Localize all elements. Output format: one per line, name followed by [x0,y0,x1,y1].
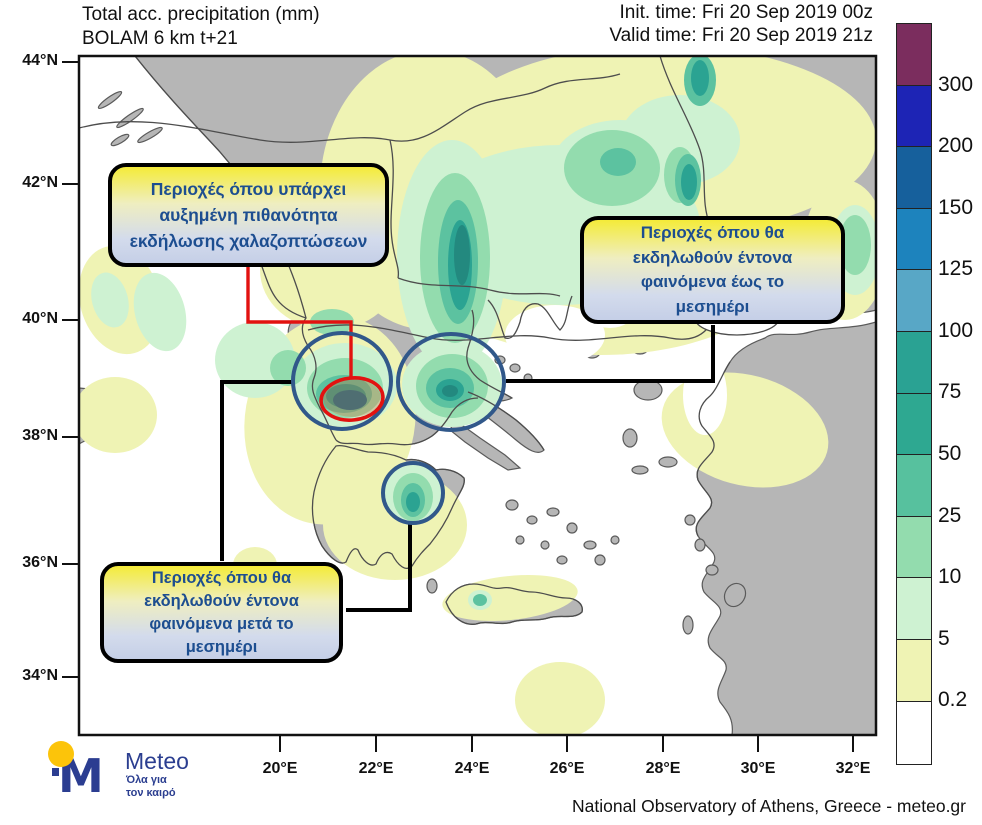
callout-line: εκδήλωσης χαλαζοπτώσεων [129,231,368,251]
logo-tagline-1: Όλα για [126,774,167,786]
lon-label-28e: 28°E [645,760,681,777]
callout-line: εκδηλωθούν έντονα [144,591,299,610]
connector-afternoon-west [220,380,295,561]
country-borders [79,56,751,341]
colorbar-segment [897,85,931,148]
colorbar-segment [897,208,931,271]
highlight-circle-nw [291,331,393,431]
callout-line: Περιοχές όπου θα [151,568,292,587]
callout-severe-until-noon: Περιοχές όπου θα εκδηλωθούν έντονα φαινό… [580,216,845,324]
hail-ellipse-red [319,376,385,422]
callout-hail-risk: Περιοχές όπου υπάρχει αυξημένη πιθανότητ… [108,163,389,267]
lon-label-32e: 32°E [835,760,871,777]
callout-severe-after-noon: Περιοχές όπου θα εκδηλωθούν έντονα φαινό… [100,562,343,663]
lat-label-42n: 42°N [22,174,58,191]
colorbar-label-125: 125 [938,257,974,280]
connector-afternoon-south [346,524,412,612]
lat-label-40n: 40°N [22,310,58,327]
meteo-logo-mark: M [48,741,104,803]
lon-label-26e: 26°E [549,760,585,777]
logo-tagline-2: τον καιρό [126,787,176,799]
lon-label-20e: 20°E [262,760,298,777]
lat-label-38n: 38°N [22,427,58,444]
connector-hail [246,267,353,377]
colorbar-label-150: 150 [938,196,974,219]
attribution: National Observatory of Athens, Greece -… [572,796,966,816]
colorbar-label-100: 100 [938,319,974,342]
colorbar-label-75: 75 [938,380,962,403]
colorbar-segment [897,639,931,702]
map-frame [77,54,878,737]
colorbar-segment [897,578,931,640]
colorbar-label-300: 300 [938,73,974,96]
colorbar-segment [897,455,931,517]
colorbar-label-5: 5 [938,627,950,650]
callout-line: Περιοχές όπου θα [640,223,785,242]
logo-brand: Meteo [125,748,189,774]
callout-line: μεσημέρι [185,637,258,656]
colorbar-label-200: 200 [938,134,974,157]
colorbar [896,23,932,765]
lon-label-22e: 22°E [358,760,394,777]
lon-label-24e: 24°E [454,760,490,777]
colorbar-segment [897,701,931,764]
colorbar-segment [897,331,931,394]
meteo-logo: M Meteo Όλα για τον καιρό [44,740,254,804]
callout-line: Περιοχές όπου υπάρχει [150,179,347,199]
map-title: Total acc. precipitation (mm) [82,4,320,25]
colorbar-segment [897,24,931,86]
colorbar-segment [897,516,931,579]
lat-label-34n: 34°N [22,667,58,684]
lon-label-30e: 30°E [740,760,776,777]
logo-sun-icon [48,741,74,767]
axis-ticks [62,61,854,752]
highlight-circle-central [396,332,506,432]
colorbar-label-25: 25 [938,504,962,527]
colorbar-label-50: 50 [938,442,962,465]
colorbar-segment [897,147,931,209]
highlight-circle-south [381,461,445,525]
model-subtitle: BOLAM 6 km t+21 [82,28,238,49]
callout-line: φαινόμενα μετά το [149,614,294,633]
colorbar-label-10: 10 [938,565,962,588]
callout-line: εκδηλωθούν έντονα [632,247,793,267]
callout-line: αυξημένη πιθανότητα [159,205,338,225]
init-time: Init. time: Fri 20 Sep 2019 00z [619,2,873,23]
callout-line: φαινόμενα έως το [640,272,785,291]
colorbar-segment [897,393,931,456]
connector-morning [506,325,715,383]
valid-time: Valid time: Fri 20 Sep 2019 21z [609,25,873,46]
callout-line: μεσημέρι [675,296,750,316]
lat-label-36n: 36°N [22,554,58,571]
colorbar-label-0.2: 0.2 [938,688,968,711]
lat-label-44n: 44°N [22,52,58,69]
colorbar-segment [897,270,931,332]
